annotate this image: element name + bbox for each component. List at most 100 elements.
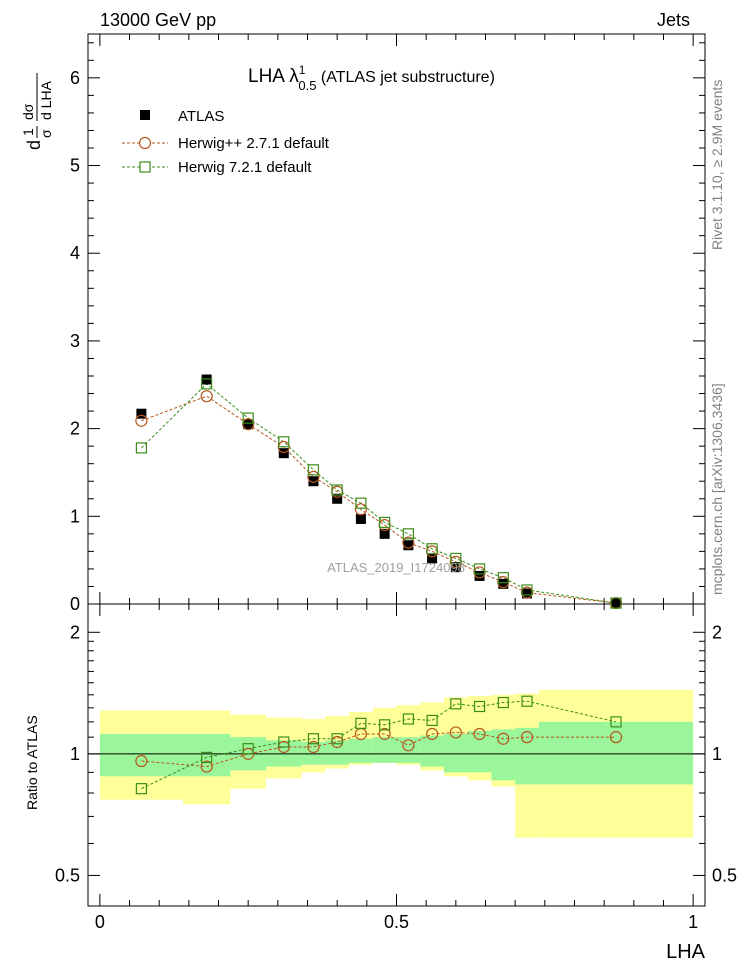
ratio-point-herwigpp: [378, 727, 391, 741]
point-herwig7: [379, 516, 391, 529]
point-herwig7: [521, 584, 533, 596]
legend-label-herwig7: Herwig 7.2.1 default: [178, 159, 312, 176]
point-herwig7: [278, 436, 290, 448]
point-herwig7: [242, 412, 254, 424]
ratio-point-herwig7: [135, 783, 147, 795]
y-tick-label-bottom-right: 2: [712, 622, 722, 642]
point-herwigpp: [354, 503, 368, 516]
band-inner-bin: [372, 737, 397, 763]
mcplots-credit-text: mcplots.cern.ch [arXiv:1306.3436]: [709, 383, 725, 595]
ratio-point-herwig7: [307, 733, 320, 745]
point-herwigpp: [402, 536, 415, 549]
band-inner-bin: [396, 737, 421, 763]
band-inner-bin: [325, 740, 350, 765]
band-inner-bin: [515, 727, 539, 785]
point-herwig7: [331, 484, 343, 496]
legend-marker-atlas: [140, 110, 150, 120]
ratio-point-herwigpp: [520, 731, 534, 744]
point-atlas: [611, 598, 622, 609]
header-left: 13000 GeV pp: [100, 10, 216, 30]
ratio-point-herwig7: [610, 716, 622, 728]
y-tick-label-top: 5: [70, 156, 80, 176]
legend-label-herwigpp: Herwig++ 2.7.1 default: [178, 135, 330, 152]
y-axis-label-bottom: Ratio to ATLAS: [24, 715, 40, 810]
point-herwigpp: [307, 470, 320, 483]
band-inner-bin: [467, 730, 492, 773]
point-atlas: [308, 476, 319, 487]
point-herwigpp: [242, 418, 255, 431]
point-atlas: [332, 493, 343, 504]
y-tick-label-bottom: 1: [70, 744, 80, 764]
chart-title: LHA λ1 0.5 (ATLAS jet substructure): [248, 63, 495, 93]
ratio-point-herwig7: [521, 695, 533, 707]
band-inner-bin: [182, 733, 231, 777]
svg-text:σ: σ: [38, 129, 54, 138]
ratio-point-herwigpp: [307, 740, 320, 754]
ratio-point-herwig7: [497, 696, 509, 709]
ratio-point-herwig7: [331, 733, 343, 745]
x-tick-label: 0: [95, 912, 105, 932]
ratio-line-herwigpp: [141, 731, 617, 768]
point-herwig7: [610, 597, 622, 609]
point-herwig7: [307, 464, 320, 476]
y-tick-label-top: 2: [70, 419, 80, 439]
point-herwig7: [135, 442, 147, 454]
band-inner-bin: [491, 729, 516, 781]
ratio-point-herwigpp: [200, 760, 213, 773]
y-tick-label-top: 1: [70, 506, 80, 526]
point-herwig7: [201, 378, 213, 390]
svg-text:d: d: [24, 140, 44, 150]
ratio-point-herwigpp: [609, 731, 623, 744]
ratio-point-herwig7: [450, 698, 462, 710]
ratio-line-herwig7: [141, 700, 617, 790]
ratio-point-herwig7: [402, 713, 414, 725]
legend-marker-herwigpp: [138, 136, 152, 150]
ratio-point-herwig7: [426, 714, 438, 727]
ratio-point-herwig7: [278, 736, 290, 748]
ratio-point-herwig7: [473, 700, 486, 713]
point-herwig7: [426, 543, 438, 555]
line-herwig7: [141, 383, 617, 604]
point-atlas: [522, 588, 533, 599]
ratio-point-herwigpp: [135, 754, 148, 768]
point-atlas: [243, 419, 254, 430]
point-atlas: [498, 578, 509, 589]
header-right: Jets: [657, 10, 690, 30]
band-inner-bin: [443, 733, 468, 773]
uncertainty-bands: [99, 689, 694, 838]
point-herwig7: [402, 528, 414, 540]
ratio-point-herwigpp: [497, 732, 510, 745]
axes-ticks: 0 0.5 1 0 1 2 3 4 5 6 0.5 0.5 1 1 2 2: [55, 34, 737, 932]
point-atlas: [427, 553, 438, 564]
point-herwigpp: [135, 414, 148, 427]
ratio-point-herwig7: [201, 751, 213, 763]
point-atlas: [474, 570, 485, 581]
svg-text:d LHA: d LHA: [38, 80, 54, 120]
band-inner-bin: [420, 735, 444, 767]
point-herwig7: [450, 552, 462, 565]
y-tick-label-bottom: 0.5: [55, 865, 80, 885]
point-herwig7: [497, 572, 509, 584]
point-atlas: [278, 448, 289, 459]
legend-marker-herwig7: [139, 161, 151, 173]
legend-label-atlas: ATLAS: [178, 108, 224, 125]
legend: ATLAS Herwig++ 2.7.1 default Herwig 7.2.…: [122, 108, 330, 176]
band-inner-bin: [301, 741, 326, 765]
band-inner-bin: [349, 738, 373, 763]
point-atlas: [355, 513, 366, 524]
ratio-point-herwig7: [355, 717, 367, 729]
y-axis-label-top: d 1 σ dσ d LHA: [20, 73, 54, 150]
ratio-point-herwigpp: [425, 727, 439, 741]
series-layer: [135, 374, 623, 795]
y-tick-label-bottom: 2: [70, 622, 80, 642]
ratio-point-herwigpp: [449, 726, 462, 739]
band-inner-bin: [538, 721, 694, 785]
y-tick-label-bottom-right: 1: [712, 744, 722, 764]
point-atlas: [379, 528, 390, 539]
y-tick-label-top: 4: [70, 243, 80, 263]
rivet-version-text: Rivet 3.1.10, ≥ 2.9M events: [709, 80, 725, 250]
ratio-point-herwig7: [242, 743, 254, 755]
point-herwig7: [473, 563, 486, 575]
y-tick-label-top: 0: [70, 594, 80, 614]
